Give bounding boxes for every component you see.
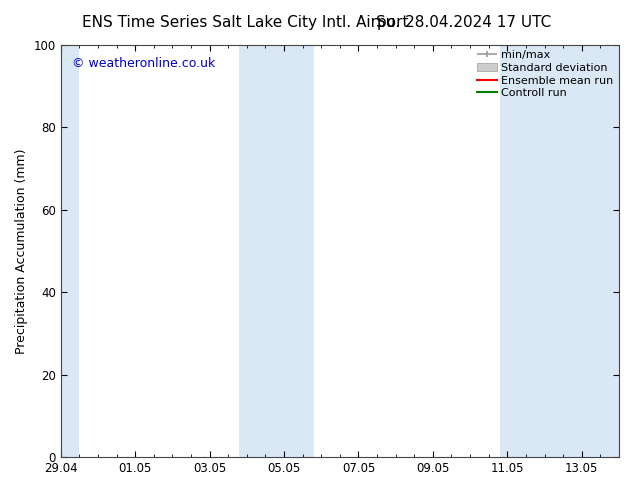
Legend: min/max, Standard deviation, Ensemble mean run, Controll run: min/max, Standard deviation, Ensemble me… — [474, 47, 617, 102]
Bar — [500, 45, 626, 457]
Bar — [239, 45, 314, 457]
Bar — [53, 45, 79, 457]
Text: ENS Time Series Salt Lake City Intl. Airport: ENS Time Series Salt Lake City Intl. Air… — [82, 15, 409, 30]
Text: © weatheronline.co.uk: © weatheronline.co.uk — [72, 57, 215, 70]
Y-axis label: Precipitation Accumulation (mm): Precipitation Accumulation (mm) — [15, 148, 28, 354]
Text: Su. 28.04.2024 17 UTC: Su. 28.04.2024 17 UTC — [377, 15, 552, 30]
